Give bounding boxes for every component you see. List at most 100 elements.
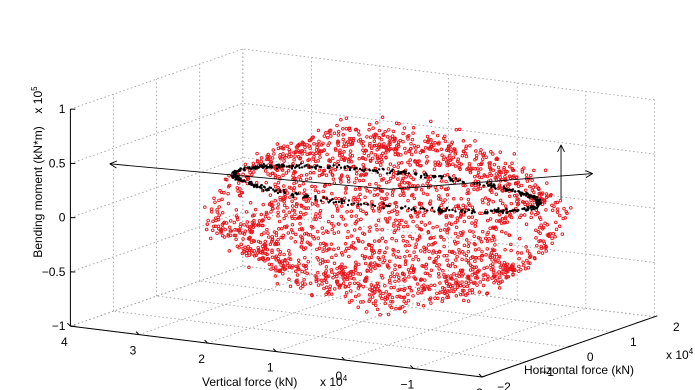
scatter-point: [541, 225, 546, 230]
scatter-point: [425, 271, 430, 276]
scatter-point: [396, 153, 401, 157]
scatter-point: [407, 275, 411, 279]
scatter-point: [324, 285, 329, 290]
scatter-point: [294, 232, 298, 237]
scatter-point: [494, 260, 498, 264]
scatter-point: [265, 157, 269, 162]
scatter-point: [213, 224, 218, 229]
trace-point: [437, 208, 440, 211]
scatter-point: [476, 184, 480, 189]
trace-point: [353, 202, 356, 205]
scatter-point: [437, 197, 441, 201]
scatter-point: [424, 262, 429, 267]
scatter-point: [415, 224, 419, 228]
scatter-point: [363, 195, 367, 199]
trace-point: [359, 203, 363, 206]
scatter-point: [290, 199, 294, 203]
trace-point: [505, 211, 509, 214]
scatter-point: [397, 264, 402, 268]
scatter-point: [378, 188, 383, 193]
scatter-point: [547, 232, 551, 236]
scatter-point: [203, 205, 207, 209]
scatter-point: [318, 242, 323, 246]
scatter-point: [450, 261, 455, 266]
scatter-point: [245, 220, 250, 224]
scatter-point: [274, 233, 279, 238]
scatter-point: [315, 145, 319, 150]
scatter-point: [338, 176, 342, 180]
scatter-point: [268, 193, 273, 197]
scatter-point: [282, 197, 286, 202]
x-direction-arrow-head: [109, 160, 118, 169]
scatter-point: [409, 141, 413, 146]
scatter-point: [494, 192, 499, 196]
scatter-point: [416, 287, 421, 292]
trace-point: [391, 168, 394, 171]
scatter-point: [241, 250, 246, 254]
scatter-point: [382, 258, 387, 263]
scatter-point: [411, 219, 415, 224]
scatter-point: [383, 301, 387, 306]
scatter-point: [377, 160, 382, 165]
scatter-point: [488, 188, 492, 193]
scatter-point: [338, 283, 343, 288]
scatter-point: [329, 221, 334, 226]
trace-point: [434, 175, 437, 178]
scatter-point: [372, 239, 377, 243]
scatter-point: [285, 144, 290, 149]
scatter-point: [389, 299, 393, 304]
scatter-point: [435, 149, 440, 153]
scatter-point: [354, 214, 358, 218]
scatter-point: [473, 275, 478, 280]
scatter-point: [331, 177, 336, 181]
trace-point: [348, 168, 352, 172]
scatter-point: [305, 152, 309, 157]
trace-point: [389, 170, 392, 173]
scatter-point: [384, 147, 389, 152]
scatter-point: [249, 230, 254, 235]
scatter-point: [303, 145, 307, 150]
y-direction-arrow: [389, 173, 593, 190]
scatter-point: [429, 301, 433, 305]
scatter-point: [270, 234, 275, 239]
scatter-point: [543, 168, 548, 173]
trace-point: [243, 166, 246, 169]
scatter-point: [550, 241, 554, 245]
trace-point: [255, 186, 259, 189]
trace-point: [499, 210, 502, 213]
scatter-point: [388, 136, 392, 140]
trace-point: [528, 194, 531, 197]
scatter-point: [322, 286, 326, 291]
trace-point: [497, 210, 500, 214]
scatter-point: [356, 238, 361, 243]
trace-point: [262, 162, 265, 166]
trace-point: [363, 168, 367, 171]
scatter-point: [353, 221, 357, 226]
scatter-point: [358, 137, 363, 142]
scatter-point: [303, 232, 307, 236]
scatter-point: [431, 141, 435, 145]
scatter-point: [419, 201, 424, 206]
trace-point: [522, 193, 525, 196]
scatter-point: [381, 145, 386, 149]
scatter-point: [289, 228, 294, 232]
trace-point: [328, 165, 332, 168]
scatter-point: [241, 237, 245, 241]
scatter-point: [435, 224, 439, 229]
scatter-point: [390, 193, 395, 198]
scatter-point: [494, 178, 499, 182]
scatter-point: [282, 203, 287, 208]
scatter-point: [456, 235, 460, 239]
scatter-point: [474, 256, 478, 260]
scatter-point: [512, 193, 517, 198]
scatter-point: [406, 268, 411, 272]
scatter-point: [380, 296, 384, 301]
scatter-point: [339, 157, 344, 161]
scatter-point: [422, 287, 427, 292]
scatter-point: [310, 184, 314, 189]
scatter-point: [282, 216, 286, 221]
scatter-point: [408, 213, 413, 218]
scatter-point: [452, 174, 456, 178]
scatter-point: [470, 273, 474, 277]
trace-point: [510, 209, 513, 213]
